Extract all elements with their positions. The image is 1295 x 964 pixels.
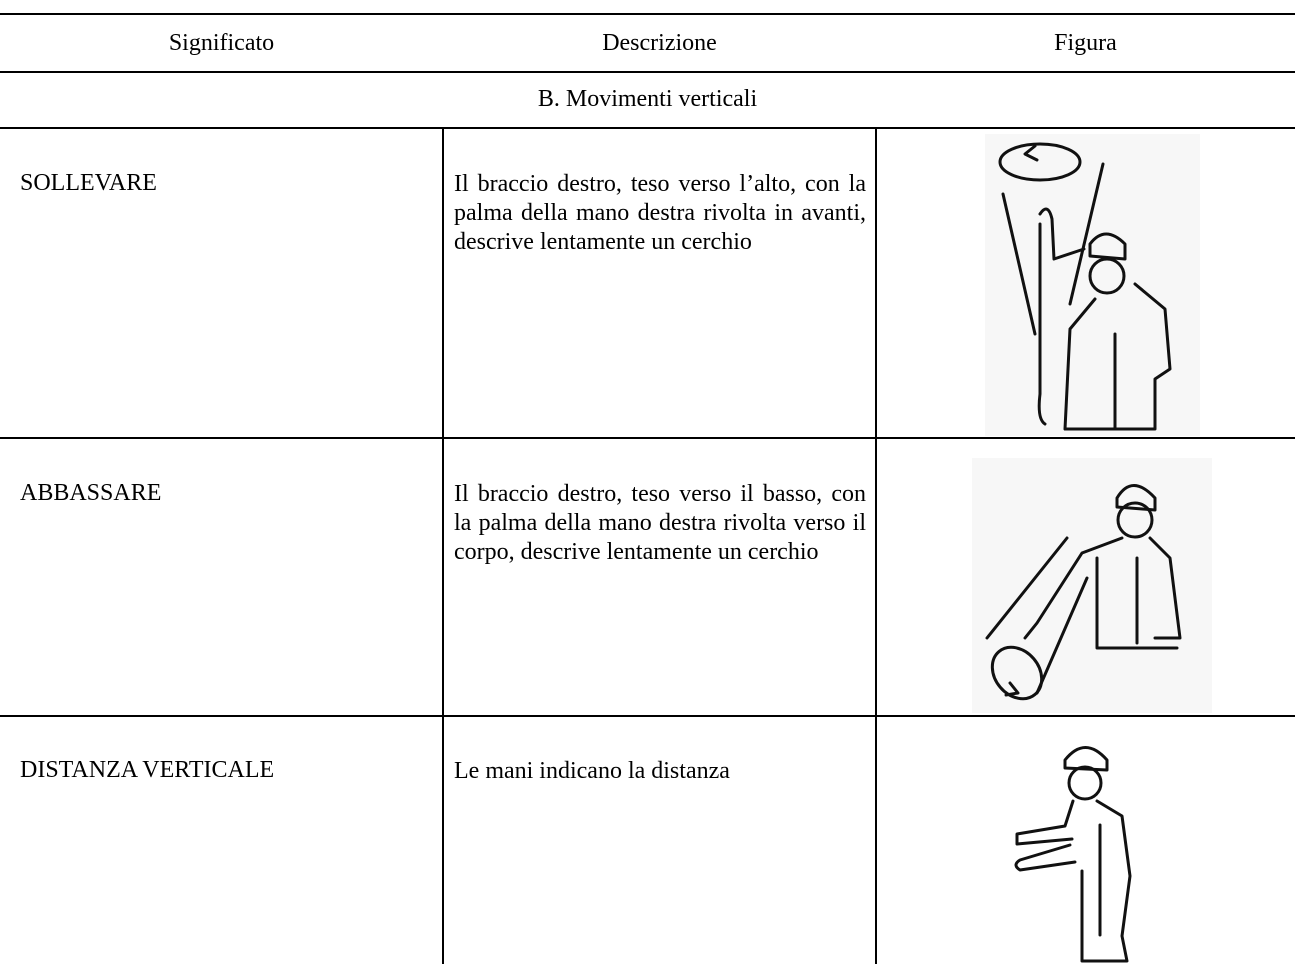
figure (1014, 746, 1132, 963)
meaning: ABBASSARE (20, 480, 162, 506)
description: Le mani indicano la distanza (454, 758, 730, 784)
rule (0, 715, 1295, 717)
rule (0, 127, 1295, 129)
rule (0, 437, 1295, 439)
rule (0, 13, 1295, 15)
meaning: SOLLEVARE (20, 170, 157, 196)
description: Il braccio destro, teso verso il basso, … (454, 481, 866, 565)
column-header: Descrizione (602, 30, 717, 56)
figure (972, 458, 1212, 713)
rule (442, 128, 444, 964)
column-header: Significato (168, 30, 275, 56)
section-title: B. Movimenti verticali (537, 86, 758, 112)
meaning: DISTANZA VERTICALE (20, 757, 275, 783)
description: Il braccio destro, teso verso l’alto, co… (454, 171, 866, 255)
column-header: Figura (1054, 30, 1117, 56)
rule (0, 71, 1295, 73)
figure (985, 134, 1200, 436)
rule (875, 128, 877, 964)
